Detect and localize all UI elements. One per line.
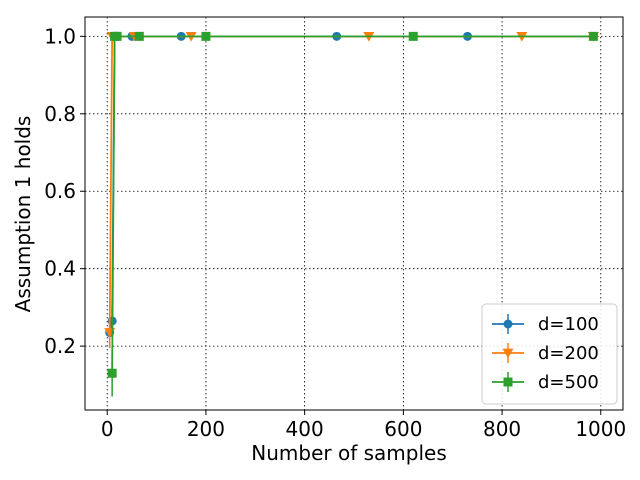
series-line	[108, 35, 594, 333]
legend-label: d=200	[538, 343, 599, 364]
y-axis-label: Assumption 1 holds	[11, 116, 35, 313]
legend-item: d=200	[492, 343, 599, 364]
y-tick-label: 0.4	[44, 257, 76, 281]
legend-swatch-marker	[502, 348, 514, 359]
data-point	[588, 31, 598, 41]
data-point	[134, 31, 144, 41]
plot-series	[104, 31, 599, 397]
series-d=100	[105, 31, 598, 349]
series-line	[108, 35, 594, 333]
x-tick-label: 600	[384, 417, 422, 441]
y-tick-label: 1.0	[44, 24, 76, 48]
legend-swatch-marker	[503, 319, 513, 329]
axis-ticks: 0 200 400 600 800 1000 0.2 0.4 0.6 0.8 1.0	[44, 24, 626, 441]
y-tick-label: 0.6	[44, 179, 76, 203]
data-point	[107, 368, 117, 378]
y-tick-label: 0.8	[44, 102, 76, 126]
legend-label: d=100	[538, 314, 599, 335]
data-point	[201, 31, 211, 41]
x-tick-label: 800	[483, 417, 521, 441]
legend-swatch-marker	[503, 377, 513, 387]
y-tick-label: 0.2	[44, 334, 76, 358]
data-point	[112, 31, 122, 41]
legend-item: d=500	[492, 372, 599, 393]
legend-label: d=500	[538, 372, 599, 393]
series-d=200	[104, 31, 599, 349]
plot-frame	[84, 16, 624, 411]
legend-box	[481, 303, 618, 405]
x-tick-label: 400	[286, 417, 324, 441]
x-axis-label: Number of samples	[251, 441, 446, 465]
legend-item: d=100	[492, 314, 599, 335]
x-tick-label: 1000	[575, 417, 626, 441]
data-point	[408, 31, 418, 41]
x-tick-label: 0	[101, 417, 114, 441]
legend: d=100 d=200 d=500	[481, 303, 618, 405]
x-tick-label: 200	[187, 417, 225, 441]
series-d=500	[107, 31, 598, 397]
